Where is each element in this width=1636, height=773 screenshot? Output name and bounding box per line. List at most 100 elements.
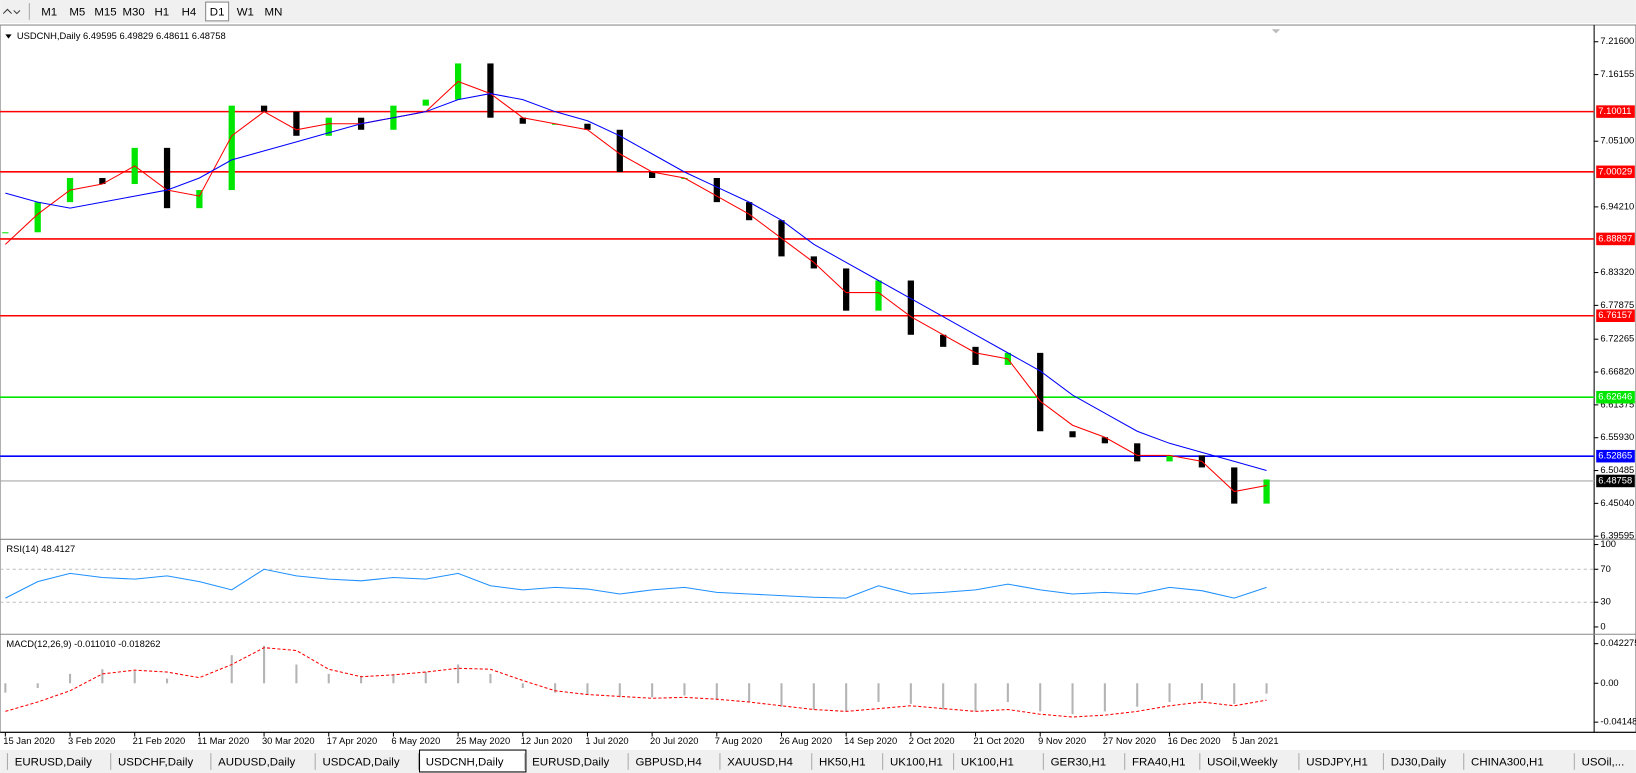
level-label: 6.52865 [1598, 451, 1632, 461]
timeframe-button[interactable]: M1 [41, 7, 57, 19]
symbol-tab[interactable]: DJ30,Daily [1382, 753, 1446, 770]
tab-label: XAUUSD,H4 [727, 757, 793, 769]
symbol-tab[interactable]: EURUSD,Daily [524, 753, 610, 770]
tool-icon[interactable] [2, 8, 21, 15]
candle [293, 111, 300, 136]
level-label-bg [1596, 309, 1635, 323]
last-price-bg [1596, 474, 1635, 488]
level-label-bg [1596, 105, 1635, 118]
macd-bar [68, 673, 72, 684]
x-tick-label: 1 Jul 2020 [585, 736, 628, 746]
tab-label: FRA40,H1 [1132, 757, 1186, 769]
x-tick-label: 3 Feb 2020 [68, 736, 115, 746]
level-label: 7.10011 [1598, 106, 1631, 116]
x-tick-label: 21 Feb 2020 [133, 736, 186, 746]
tab-label: UK100,H1 [961, 757, 1014, 769]
candle [616, 129, 623, 172]
symbol-tab[interactable]: HK50,H1 [811, 753, 866, 770]
timeframe-button[interactable]: M15 [94, 7, 116, 19]
symbol-tab[interactable]: USOil,... [1573, 753, 1624, 770]
symbol-tab[interactable]: USDCHF,Daily [110, 753, 194, 770]
x-tick-label: 21 Oct 2020 [973, 736, 1024, 746]
symbol-tab[interactable]: GBPUSD,H4 [627, 753, 702, 770]
candle [746, 202, 753, 221]
macd-bar [1103, 683, 1106, 712]
macd-bar [1168, 683, 1171, 703]
timeframe-button[interactable]: MN [265, 7, 283, 19]
dropdown-icon[interactable] [5, 34, 12, 39]
y-tick-label: 70 [1600, 564, 1610, 574]
macd-bar [812, 683, 815, 710]
symbol-tab[interactable]: UK100,H1 [882, 753, 943, 770]
symbol-tab[interactable]: USDCNH,Daily [417, 749, 527, 773]
tab-label: GER30,H1 [1051, 757, 1106, 769]
timeframe-button[interactable]: M30 [123, 7, 145, 19]
candle [907, 280, 914, 335]
macd-bar [618, 683, 621, 698]
tab-label: USDCAD,Daily [322, 757, 399, 769]
x-tick-label: 17 Apr 2020 [327, 736, 378, 746]
level-label: 6.62646 [1598, 392, 1632, 402]
macd-bar [295, 664, 298, 684]
y-tick-label: 6.72265 [1600, 334, 1634, 344]
timeframe-label: D1 [210, 7, 225, 19]
x-tick-label: 14 Sep 2020 [844, 736, 897, 746]
symbol-tab[interactable]: USDCAD,Daily [314, 753, 400, 770]
candle [519, 117, 526, 124]
symbol-tab[interactable]: CHINA300,H1 [1463, 753, 1544, 770]
x-tick-label: 2 Oct 2020 [909, 736, 955, 746]
y-tick-label: 6.50485 [1600, 465, 1634, 475]
candle [1037, 352, 1044, 432]
symbol-tab[interactable]: EURUSD,Daily [6, 753, 92, 770]
moving-average [5, 80, 1267, 493]
active-tab [418, 749, 527, 773]
level-label-bg [1596, 232, 1635, 246]
y-tick-label: 0.00 [1600, 678, 1618, 688]
candle [1166, 455, 1173, 462]
timeframe-button[interactable]: H1 [155, 7, 170, 19]
symbol-tab[interactable]: USDJPY,H1 [1298, 753, 1368, 770]
macd-bar [489, 673, 492, 684]
macd-bar [36, 683, 39, 688]
y-tick-label: 6.61375 [1600, 399, 1634, 409]
macd-bar [1233, 683, 1236, 704]
shift-marker [1271, 29, 1281, 34]
symbol-tab[interactable]: UK100,H1 [953, 753, 1014, 770]
x-tick-label: 20 Jul 2020 [650, 736, 698, 746]
last-price-label: 6.48758 [1598, 475, 1632, 485]
macd-bar [457, 664, 460, 684]
active-frame [205, 1, 230, 22]
macd-bar [521, 683, 524, 688]
timeframe-label: MN [265, 7, 283, 19]
candle [2, 232, 9, 234]
macd-bar [360, 675, 363, 684]
x-tick-label: 6 May 2020 [391, 736, 440, 746]
tab-label: UK100,H1 [890, 757, 943, 769]
symbol-tab[interactable]: AUDUSD,Daily [210, 753, 296, 770]
y-tick-label: 6.66820 [1600, 367, 1634, 377]
timeframe-button[interactable]: H4 [182, 7, 197, 19]
symbol-tab[interactable]: FRA40,H1 [1124, 753, 1186, 770]
symbol-tab[interactable]: XAUUSD,H4 [719, 753, 794, 770]
candle [1101, 437, 1109, 444]
symbol-tab[interactable]: USOil,Weekly [1199, 753, 1278, 770]
timeframe-button[interactable]: W1 [237, 7, 254, 19]
y-tick-label: 7.16155 [1600, 69, 1634, 79]
level-label-bg [1596, 449, 1635, 463]
tab-label: AUDUSD,Daily [218, 757, 295, 769]
macd-bar [877, 683, 880, 703]
x-tick-label: 9 Nov 2020 [1038, 736, 1086, 746]
timeframe-button[interactable]: M5 [69, 7, 85, 19]
candle [34, 202, 41, 233]
macd-bar [715, 683, 718, 701]
candle [1134, 443, 1141, 462]
timeframe-button[interactable]: D1 [205, 1, 230, 22]
symbol-tab[interactable]: GER30,H1 [1042, 753, 1106, 770]
macd-bar [942, 683, 945, 710]
timeframe-label: M5 [69, 7, 85, 19]
candle [422, 99, 429, 106]
macd-bar [263, 645, 266, 684]
y-tick-label: 0.042275 [1600, 638, 1636, 648]
